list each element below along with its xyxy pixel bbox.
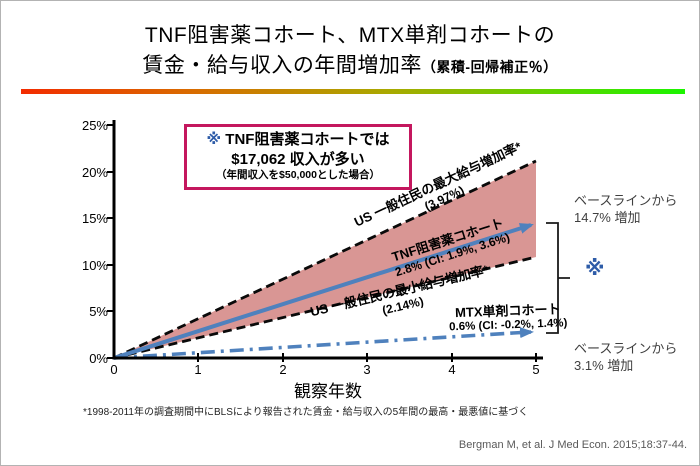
page-title: TNF阻害薬コホート、MTX単剤コホートの 賃金・給与収入の年間増加率（累積-回… bbox=[1, 21, 699, 82]
baseline-increase-bottom: ベースラインから 3.1% 増加 bbox=[574, 341, 678, 373]
callout-ref-marker: ※ bbox=[206, 131, 222, 148]
footnote: *1998-2011年の調査期間中にBLSにより報告された賃金・給与収入の5年間… bbox=[83, 407, 529, 418]
x-tick-label-3: 3 bbox=[363, 362, 371, 377]
title-line2: 賃金・給与収入の年間増加率（累積-回帰補正％） bbox=[1, 51, 699, 81]
y-tick-label-0: 0% bbox=[89, 351, 108, 366]
x-tick-label-4: 4 bbox=[448, 362, 456, 377]
title-line1: TNF阻害薬コホート、MTX単剤コホートの bbox=[144, 24, 556, 47]
baseline-increase-top: ベースラインから 14.7% 増加 bbox=[574, 193, 678, 225]
y-tick-label-10: 10% bbox=[81, 258, 108, 273]
x-tick-label-1: 1 bbox=[194, 362, 202, 377]
mtx-cohort-arrowhead bbox=[512, 327, 534, 339]
x-axis-title: 観察年数 bbox=[294, 382, 362, 401]
y-tick-label-5: 5% bbox=[89, 304, 108, 319]
callout-line1: ※ TNF阻害薬コホートでは bbox=[206, 131, 390, 148]
mtx-cohort-line bbox=[113, 330, 530, 360]
y-axis-ticks bbox=[107, 124, 114, 359]
mtx-series-label: MTX単剤コホート 0.6% (CI: -0.2%, 1.4%) bbox=[448, 301, 568, 333]
y-tick-label-20: 20% bbox=[81, 165, 108, 180]
x-tick-label-2: 2 bbox=[279, 362, 287, 377]
callout-box: ※ TNF阻害薬コホートでは $17,062 収入が多い （年間収入を$50,0… bbox=[184, 124, 412, 190]
us-min-line bbox=[113, 255, 537, 360]
x-tick-label-0: 0 bbox=[110, 362, 118, 377]
title-line2-paren: （累積-回帰補正％） bbox=[421, 59, 558, 76]
reference-marker: ※ bbox=[585, 258, 605, 280]
x-tick-label-5: 5 bbox=[532, 362, 540, 377]
gradient-divider bbox=[21, 89, 685, 94]
x-axis-ticks bbox=[197, 353, 537, 362]
us-max-line bbox=[113, 159, 537, 360]
callout-line2: $17,062 収入が多い bbox=[231, 150, 365, 168]
y-tick-label-15: 15% bbox=[81, 211, 108, 226]
comparison-bracket bbox=[546, 222, 570, 334]
citation: Bergman M, et al. J Med Econ. 2015;18:37… bbox=[458, 439, 687, 451]
y-tick-label-25: 25% bbox=[81, 118, 108, 133]
title-line2-main: 賃金・給与収入の年間増加率 bbox=[142, 54, 422, 78]
callout-line3: （年間収入を$50,000とした場合） bbox=[216, 169, 380, 181]
tnf-cohort-arrow bbox=[113, 223, 534, 360]
